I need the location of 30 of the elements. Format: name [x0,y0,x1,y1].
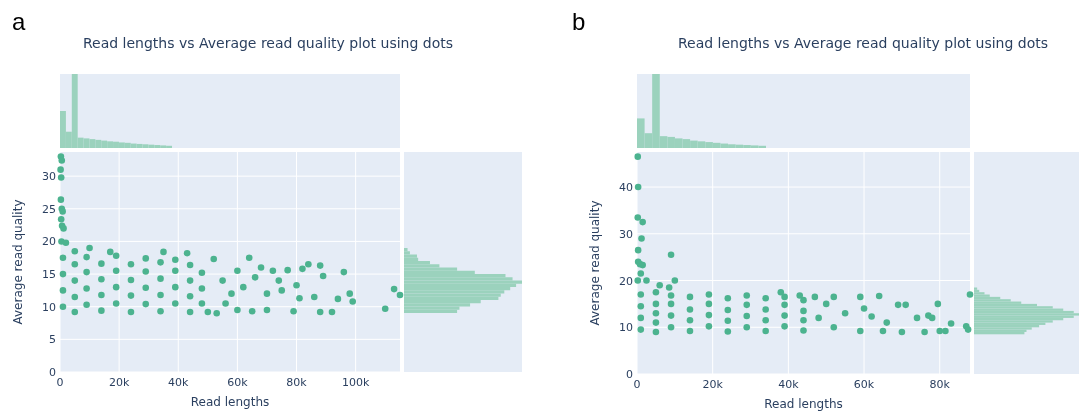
x-tick-label: 20k [108,376,130,389]
text: Read lengths vs Average read quality plot using dots [82,35,454,51]
x-tick-label: 80k [286,376,308,389]
x-tick-label: 100k [341,376,370,389]
text: Read lengths vs Average read quality plot using dots [677,35,1049,51]
y-tick-label: 30 [42,170,56,184]
y-tick-label: 10 [619,321,633,335]
x-tick-label: 60k [853,378,875,391]
y-tick-label: 20 [42,235,56,249]
y-tick-label: 20 [619,274,633,288]
y-tick-label: 25 [42,202,56,216]
y-axis-title: Average read quality [588,200,602,326]
y-axis-title: Average read quality [11,199,25,325]
text: a [12,8,26,35]
x-tick-label: 40k [778,378,800,391]
y-tick-label: 0 [49,366,56,379]
x-axis-title: Read lengths [190,395,270,409]
y-tick-label: 40 [619,181,633,195]
y-tick-label: 5 [49,333,56,347]
x-tick-label: 60k [227,376,249,389]
y-tick-label: 0 [626,368,633,381]
text: b [572,8,586,35]
y-tick-label: 15 [42,268,56,282]
y-tick-label: 10 [42,300,56,314]
x-axis-title: Read lengths [764,397,843,411]
y-tick-label: 30 [619,227,633,241]
x-tick-label: 0 [633,378,641,391]
x-tick-label: 40k [168,376,190,389]
x-tick-label: 80k [929,378,951,391]
x-tick-label: 20k [702,378,724,391]
